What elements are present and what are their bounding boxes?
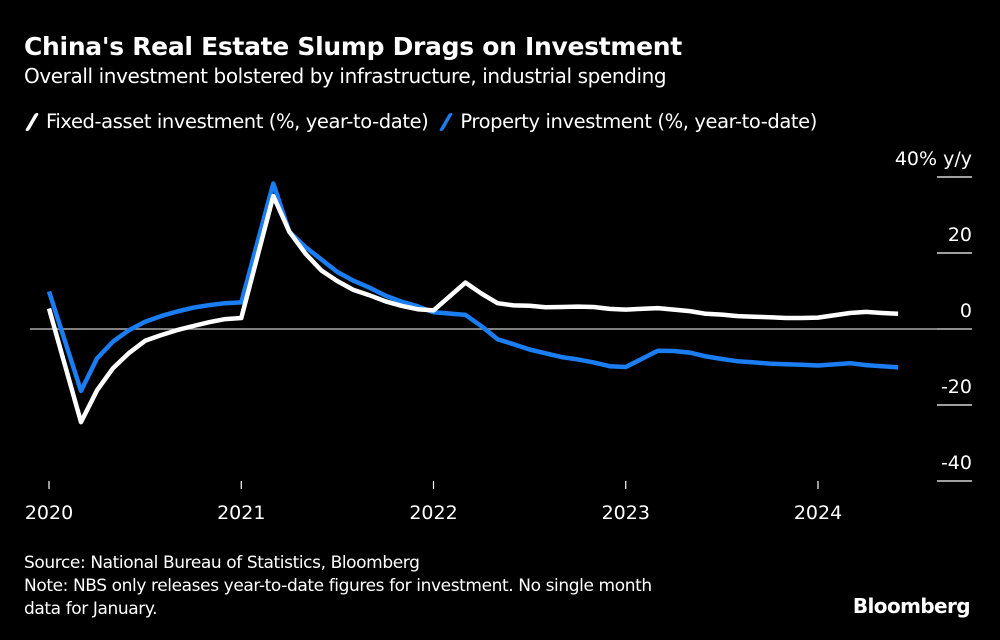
y-tick-label: 20: [948, 224, 972, 246]
bloomberg-logo: Bloomberg: [852, 594, 971, 618]
y-tick-label: 40% y/y: [895, 148, 972, 170]
footnote-line-1: Note: NBS only releases year-to-date fig…: [24, 576, 652, 596]
y-tick-label: 0: [960, 300, 972, 322]
y-tick-label: -20: [941, 376, 972, 398]
x-tick-label: 2020: [25, 502, 73, 524]
footnote-line-2: data for January.: [24, 599, 158, 619]
fixed-asset-investment-line: [46, 193, 899, 425]
chart-subtitle: Overall investment bolstered by infrastr…: [24, 64, 667, 88]
legend: Fixed-asset investment (%, year-to-date)…: [24, 110, 827, 133]
x-tick-label: 2021: [217, 502, 265, 524]
x-tick-label: 2022: [409, 502, 457, 524]
property-investment-line: [46, 181, 899, 394]
legend-item-property: Property investment (%, year-to-date): [438, 110, 817, 133]
x-tick-label: 2024: [794, 502, 842, 524]
x-tick-label: 2023: [602, 502, 650, 524]
chart-title: China's Real Estate Slump Drags on Inves…: [24, 32, 682, 61]
legend-label-fixed-asset: Fixed-asset investment (%, year-to-date): [46, 110, 429, 133]
source-note: Source: National Bureau of Statistics, B…: [24, 553, 420, 573]
legend-label-property: Property investment (%, year-to-date): [460, 110, 817, 133]
legend-item-fixed-asset: Fixed-asset investment (%, year-to-date): [24, 110, 429, 133]
y-tick-label: -40: [941, 452, 972, 474]
footer: Source: National Bureau of Statistics, B…: [24, 552, 652, 621]
